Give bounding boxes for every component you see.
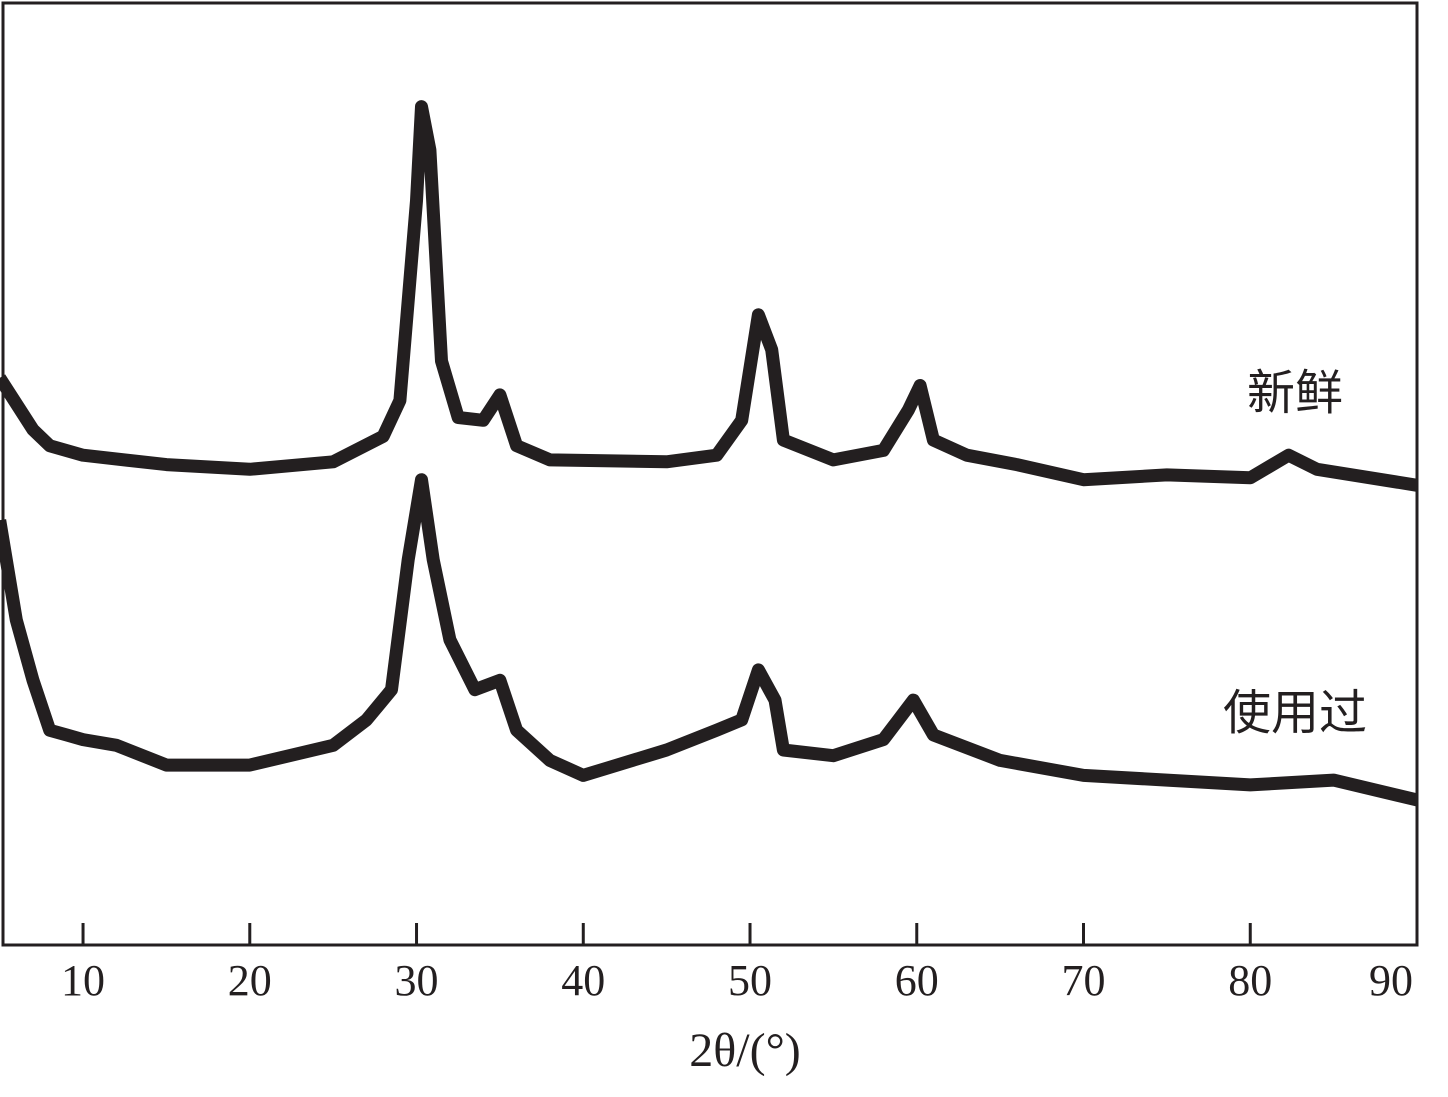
x-tick-label: 50 [728,956,772,1005]
x-tick-label: 70 [1062,956,1106,1005]
x-tick-label: 60 [895,956,939,1005]
x-tick-label: 90 [1369,956,1413,1005]
series-line [0,100,1419,492]
x-tick-label: 20 [228,956,272,1005]
x-tick-label: 10 [61,956,105,1005]
x-axis-label: 2θ/(°) [689,1024,801,1077]
x-tick-label: 40 [561,956,605,1005]
series-label: 新鲜 [1247,367,1343,420]
x-tick-label: 80 [1228,956,1272,1005]
x-tick-label: 30 [395,956,439,1005]
plot-frame [1,1,1419,947]
series-label: 使用过 [1223,687,1367,740]
series-line [0,473,1419,807]
